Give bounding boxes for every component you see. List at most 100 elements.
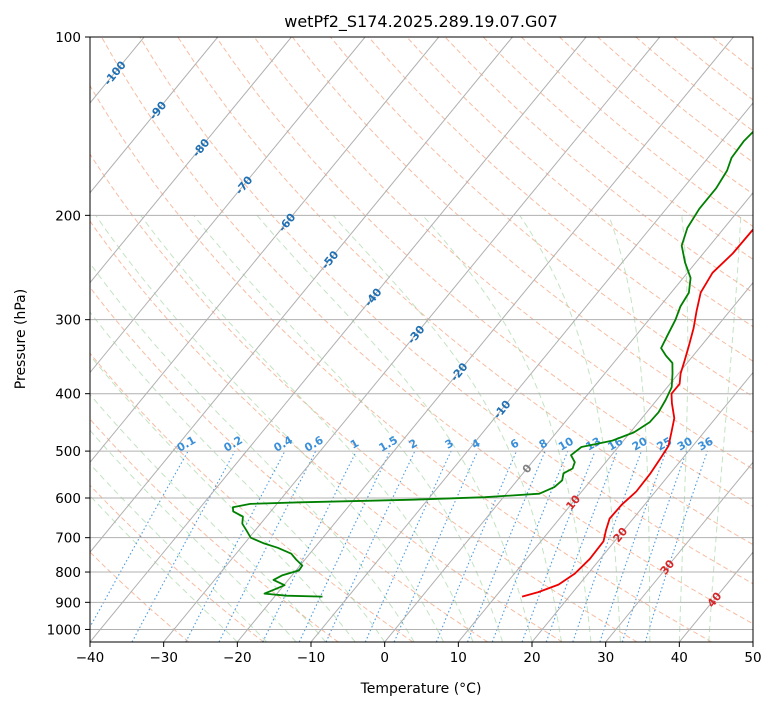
mixing-ratio-line: [393, 450, 479, 642]
dry-adiabat: [90, 551, 190, 642]
y-tick-label: 400: [55, 387, 81, 403]
mixing-ratio-line: [644, 450, 708, 642]
plot-frame: [89, 36, 754, 643]
dry-adiabat: [330, 37, 753, 398]
moist-adiabat: [90, 354, 356, 642]
y-tick-label: 700: [55, 531, 81, 547]
mixing-ratio-line: [218, 450, 317, 642]
dry-adiabat: [292, 37, 753, 433]
moist-adiabat: [519, 215, 621, 642]
isotherm: [310, 102, 753, 642]
moist-adiabat: [90, 393, 327, 642]
moist-adiabat: [90, 463, 268, 642]
mixing-ratio-line: [90, 450, 189, 629]
dry-adiabat: [368, 37, 753, 362]
dry-adiabat: [177, 37, 753, 546]
mixing-ratio-line: [466, 450, 546, 642]
mixing-ratio-line: [491, 450, 569, 642]
isotherm: [752, 641, 753, 642]
isotherm: [163, 37, 661, 642]
mixing-ratio-label: 3: [443, 437, 456, 452]
x-tick-label: −30: [149, 650, 178, 666]
temperature-line: [521, 228, 753, 598]
x-axis-label: Temperature (°C): [360, 681, 482, 697]
isotherm: [605, 461, 753, 642]
dry-adiabat: [635, 37, 753, 132]
dry-adiabat: [444, 37, 753, 294]
y-tick-label: 100: [55, 30, 81, 46]
moist-adiabat: [95, 215, 445, 642]
dry-adiabat: [139, 37, 753, 585]
dry-adiabat: [559, 37, 753, 195]
moist-adiabat: [422, 214, 592, 642]
moist-adiabat: [332, 214, 562, 642]
mixing-ratio-line: [298, 450, 391, 642]
dry-adiabat: [101, 37, 753, 625]
isotherm: [236, 37, 734, 642]
dry-adiabat: [90, 352, 414, 642]
mixing-ratio-line: [521, 450, 596, 642]
sounding-series: [231, 130, 753, 598]
y-tick-label: 200: [55, 208, 81, 224]
dry-adiabat: [749, 37, 753, 40]
moist-adiabat: [90, 311, 386, 642]
x-tick-label: 50: [744, 650, 761, 666]
isotherm: [90, 37, 366, 374]
mixing-ratio-line: [621, 450, 688, 642]
dry-adiabat: [90, 484, 264, 642]
y-tick-label: 600: [55, 491, 81, 507]
isotherm: [90, 37, 219, 194]
moist-adiabat: [90, 429, 297, 642]
dry-adiabat: [711, 37, 753, 70]
y-tick-label: 300: [55, 313, 81, 329]
moist-adiabat: [608, 215, 651, 642]
mixing-ratio-label: 8: [537, 437, 550, 452]
mixing-ratio-line: [435, 450, 518, 642]
dry-adiabat: [90, 418, 339, 642]
moist-adiabat: [678, 215, 689, 642]
mixing-ratio-line: [572, 450, 643, 642]
x-tick-label: 40: [671, 650, 688, 666]
x-tick-label: 10: [450, 650, 467, 666]
isotherm: [531, 371, 753, 642]
isotherm: [90, 37, 513, 553]
isotherm: [384, 192, 753, 642]
isotherm: [0, 37, 70, 642]
y-tick-label: 1000: [47, 622, 81, 638]
x-tick-label: 0: [380, 650, 389, 666]
moist-adiabat: [140, 215, 474, 642]
dry-adiabat: [673, 37, 753, 101]
y-tick-label: 800: [55, 565, 81, 581]
mixing-ratio-line: [599, 450, 667, 642]
y-tick-label: 500: [55, 444, 81, 460]
mixing-ratio-label: 2: [407, 437, 420, 452]
mixing-ratio-label: 6: [508, 436, 521, 451]
dry-adiabat: [90, 220, 563, 642]
x-tick-label: −10: [297, 650, 326, 666]
mixing-ratio-line: [262, 450, 357, 642]
isotherm: [90, 37, 292, 284]
x-tick-label: 20: [523, 650, 540, 666]
moist-adiabat: [90, 262, 415, 642]
isotherm: [457, 281, 753, 642]
moist-adiabat: [256, 214, 533, 642]
isotherm: [90, 37, 587, 642]
y-axis: 100 200 300 400 500 600 700 800 900 1000: [47, 30, 90, 638]
mixing-ratio-line: [364, 450, 452, 642]
isotherm: [678, 551, 753, 642]
y-axis-label: Pressure (hPa): [13, 289, 29, 389]
dry-adiabat: [90, 153, 638, 642]
y-tick-label: 900: [55, 595, 81, 611]
x-tick-label: −40: [76, 650, 105, 666]
mixing-ratio-line: [131, 450, 236, 642]
x-tick-label: −20: [223, 650, 252, 666]
dewpoint-line: [231, 130, 753, 598]
moist-adiabat: [708, 215, 742, 642]
moist-adiabat: [90, 495, 238, 642]
isotherm-label: -100: [101, 58, 129, 88]
x-tick-label: 30: [597, 650, 614, 666]
x-axis: −40 −30 −20 −10 0 10 20 30 40 50: [76, 642, 762, 666]
dry-adiabat: [406, 37, 753, 328]
isotherm: [90, 37, 440, 464]
